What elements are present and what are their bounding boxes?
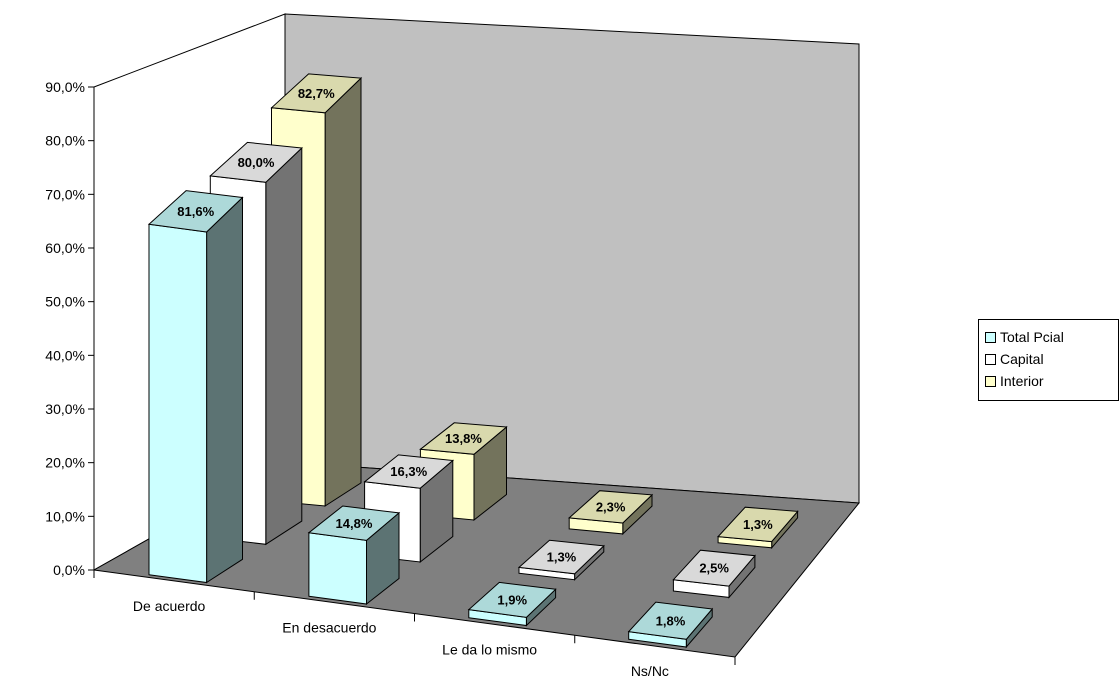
data-label: 2,5% bbox=[699, 561, 729, 576]
data-label: 14,8% bbox=[336, 516, 373, 531]
legend-item-capital: Capital bbox=[985, 348, 1118, 370]
bars bbox=[147, 73, 799, 649]
data-label: 81,6% bbox=[177, 204, 214, 219]
legend-item-total-pcial: Total Pcial bbox=[985, 326, 1118, 348]
bar-top bbox=[717, 506, 799, 543]
back-wall bbox=[284, 13, 860, 504]
y-tick-label: 30,0% bbox=[45, 401, 85, 417]
x-category-label: Le da lo mismo bbox=[442, 641, 537, 657]
bar-top bbox=[467, 581, 557, 618]
x-axis: De acuerdo En desacuerdo Le da lo mismo Ns/… bbox=[93, 570, 736, 679]
y-tick-label: 10,0% bbox=[45, 508, 85, 524]
data-label: 1,3% bbox=[743, 517, 773, 532]
bar-top bbox=[363, 454, 455, 489]
data-label: 1,8% bbox=[656, 613, 686, 628]
bar-top bbox=[307, 505, 401, 541]
bar-top bbox=[419, 422, 508, 455]
bar bbox=[672, 549, 756, 599]
bar bbox=[147, 190, 244, 584]
bar-top bbox=[672, 549, 756, 587]
x-category-label: Ns/Nc bbox=[631, 663, 669, 679]
legend-item-interior: Interior bbox=[985, 370, 1118, 392]
bar bbox=[467, 581, 557, 627]
legend-swatch bbox=[985, 353, 996, 365]
x-category-label: De acuerdo bbox=[133, 598, 206, 614]
data-labels: 82,7% 13,8% 2,3% 1,3% 80,0% 16,3% 1,3% 2,5% 81,6… bbox=[177, 86, 773, 628]
bar-side bbox=[206, 196, 243, 584]
bar bbox=[627, 601, 714, 649]
y-tick-label: 90,0% bbox=[45, 79, 85, 95]
bar-top bbox=[568, 490, 654, 524]
bar-front bbox=[148, 223, 208, 584]
bar-top bbox=[147, 190, 244, 233]
bar bbox=[717, 506, 799, 550]
legend-swatch bbox=[985, 331, 996, 343]
y-tick-label: 20,0% bbox=[45, 455, 85, 471]
y-tick-label: 0,0% bbox=[53, 562, 85, 578]
bar-top bbox=[517, 539, 605, 575]
data-label: 16,3% bbox=[390, 464, 427, 479]
bar-top bbox=[209, 141, 303, 183]
bar bbox=[517, 539, 605, 581]
x-category-label: En desacuerdo bbox=[282, 620, 376, 636]
bar-top bbox=[627, 601, 714, 640]
legend-swatch bbox=[985, 375, 996, 387]
data-label: 80,0% bbox=[238, 155, 275, 170]
data-label: 1,3% bbox=[547, 550, 577, 565]
legend-label: Capital bbox=[1000, 351, 1044, 367]
legend-label: Total Pcial bbox=[1000, 329, 1064, 345]
y-tick-label: 50,0% bbox=[45, 294, 85, 310]
bar bbox=[568, 490, 654, 536]
data-label: 13,8% bbox=[445, 431, 482, 446]
data-label: 2,3% bbox=[596, 499, 626, 514]
bar-side bbox=[324, 76, 362, 507]
legend-label: Interior bbox=[1000, 373, 1044, 389]
y-tick-label: 60,0% bbox=[45, 240, 85, 256]
legend: Total Pcial Capital Interior bbox=[978, 319, 1119, 401]
y-axis: 0,0% 10,0% 20,0% 30,0% 40,0% 50,0% 60,0% 70,0% 8… bbox=[45, 79, 95, 578]
bar-top bbox=[270, 73, 363, 114]
data-label: 1,9% bbox=[497, 592, 527, 607]
bar bbox=[307, 505, 401, 606]
y-tick-label: 70,0% bbox=[45, 186, 85, 202]
data-label: 82,7% bbox=[298, 86, 335, 101]
y-tick-label: 80,0% bbox=[45, 133, 85, 149]
bar-front bbox=[308, 532, 367, 605]
y-tick-label: 40,0% bbox=[45, 347, 85, 363]
bar-side bbox=[265, 146, 303, 546]
